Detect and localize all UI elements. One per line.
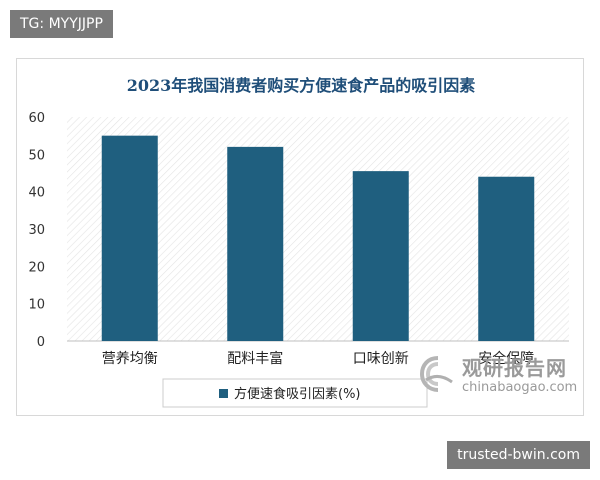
chart-card: 2023年我国消费者购买方便速食产品的吸引因素 0 10 20 30 40 50 60 营养均衡… [16,58,584,416]
bottom-tag: trusted-bwin.com [447,441,590,469]
y-tick-label: 50 [28,148,45,163]
bar [352,171,409,341]
y-tick-label: 20 [28,260,45,275]
bar [101,135,158,341]
top-tag: TG: MYYJJPP [10,10,113,38]
y-tick-label: 0 [37,335,45,350]
legend-swatch [219,389,228,398]
watermark-title: 观研报告网 [462,356,567,380]
chart-title: 2023年我国消费者购买方便速食产品的吸引因素 [127,76,476,95]
y-tick-label: 40 [28,186,45,201]
x-tick-label: 安全保障 [478,350,534,367]
y-tick-label: 10 [28,298,45,313]
bar-chart: 2023年我国消费者购买方便速食产品的吸引因素 0 10 20 30 40 50 60 营养均衡… [28,76,569,408]
legend-box [162,378,428,408]
x-tick-label: 口味创新 [353,351,409,367]
bar [478,176,535,341]
watermark-subtitle: chinabaogao.com [462,380,578,395]
bar [227,146,284,341]
watermark: 观研报告网 chinabaogao.com [418,352,586,412]
legend-label: 方便速食吸引因素(%) [234,386,361,402]
y-tick-label: 60 [28,111,45,126]
x-tick-label: 营养均衡 [102,351,158,367]
y-tick-label: 30 [28,223,45,238]
watermark-logo-icon [419,356,453,392]
x-tick-label: 配料丰富 [227,350,283,367]
